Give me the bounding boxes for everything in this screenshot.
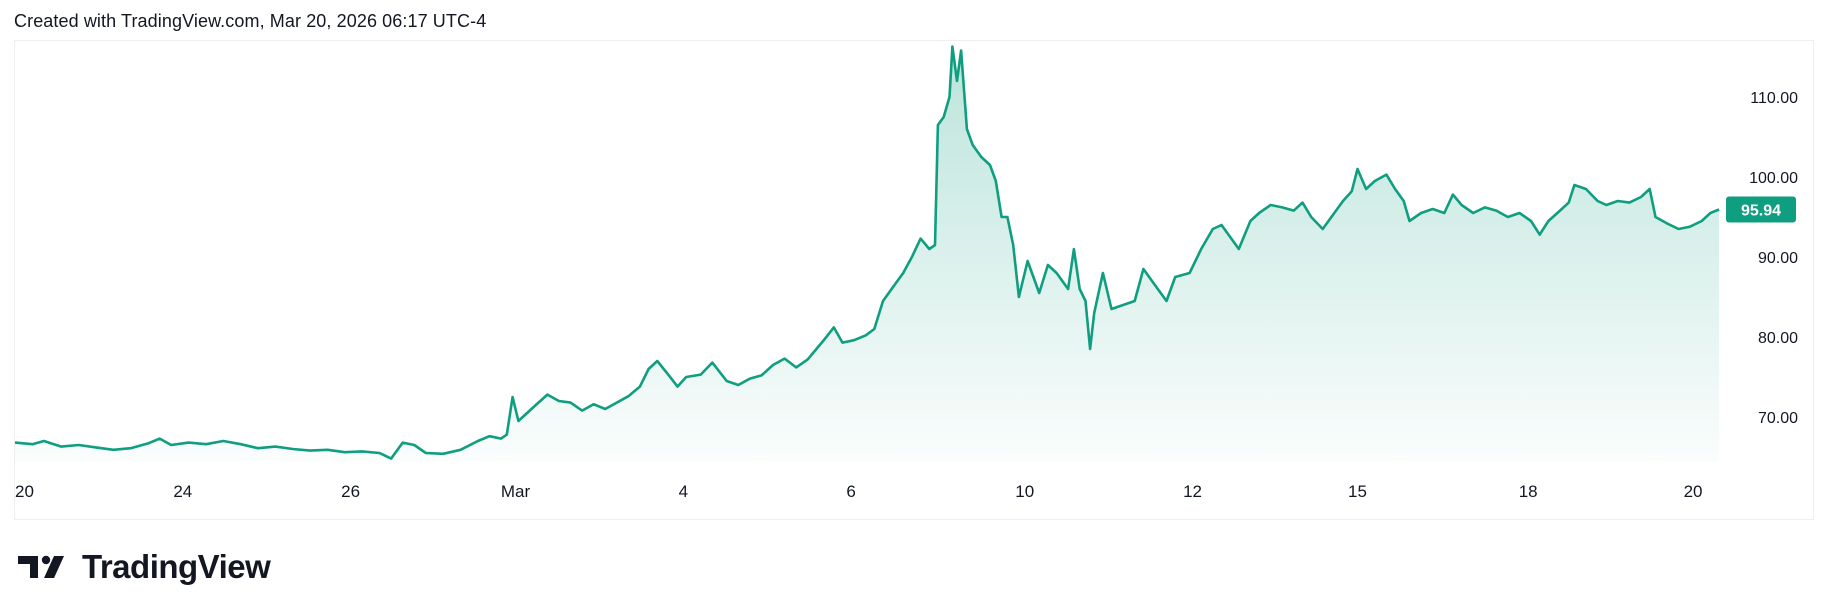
chart-frame[interactable]: 110.00 100.00 90.00 80.00 70.00 95.94 20 24 26 M… (14, 40, 1814, 520)
brand-name: TradingView (82, 548, 271, 585)
x-tick-label: 20 (15, 482, 34, 501)
x-tick-label: 18 (1519, 482, 1538, 501)
price-area-fill (15, 46, 1720, 461)
x-tick-label: 15 (1348, 482, 1367, 501)
last-price-label: 95.94 (1741, 202, 1781, 219)
x-tick-label: 24 (173, 482, 192, 501)
x-tick-label: Mar (501, 482, 531, 501)
price-line (15, 45, 1720, 460)
y-tick-label: 80.00 (1758, 330, 1798, 347)
last-price-badge (1726, 196, 1796, 223)
tradingview-logo-icon (18, 555, 64, 578)
x-tick-label: 20 (1684, 482, 1703, 501)
x-tick-label: 10 (1015, 482, 1034, 501)
x-tick-label: 26 (341, 482, 360, 501)
y-tick-label: 110.00 (1750, 90, 1798, 107)
y-tick-label: 100.00 (1749, 170, 1798, 187)
x-tick-label: 4 (679, 482, 688, 501)
x-tick-label: 6 (846, 482, 855, 501)
chart-created-caption: Created with TradingView.com, Mar 20, 20… (14, 11, 487, 31)
brand: TradingView (16, 548, 271, 586)
y-tick-label: 90.00 (1758, 250, 1798, 267)
x-tick-label: 12 (1183, 482, 1202, 501)
y-tick-label: 70.00 (1758, 410, 1798, 427)
price-chart[interactable]: 110.00 100.00 90.00 80.00 70.00 95.94 20 24 26 M… (15, 41, 1815, 521)
